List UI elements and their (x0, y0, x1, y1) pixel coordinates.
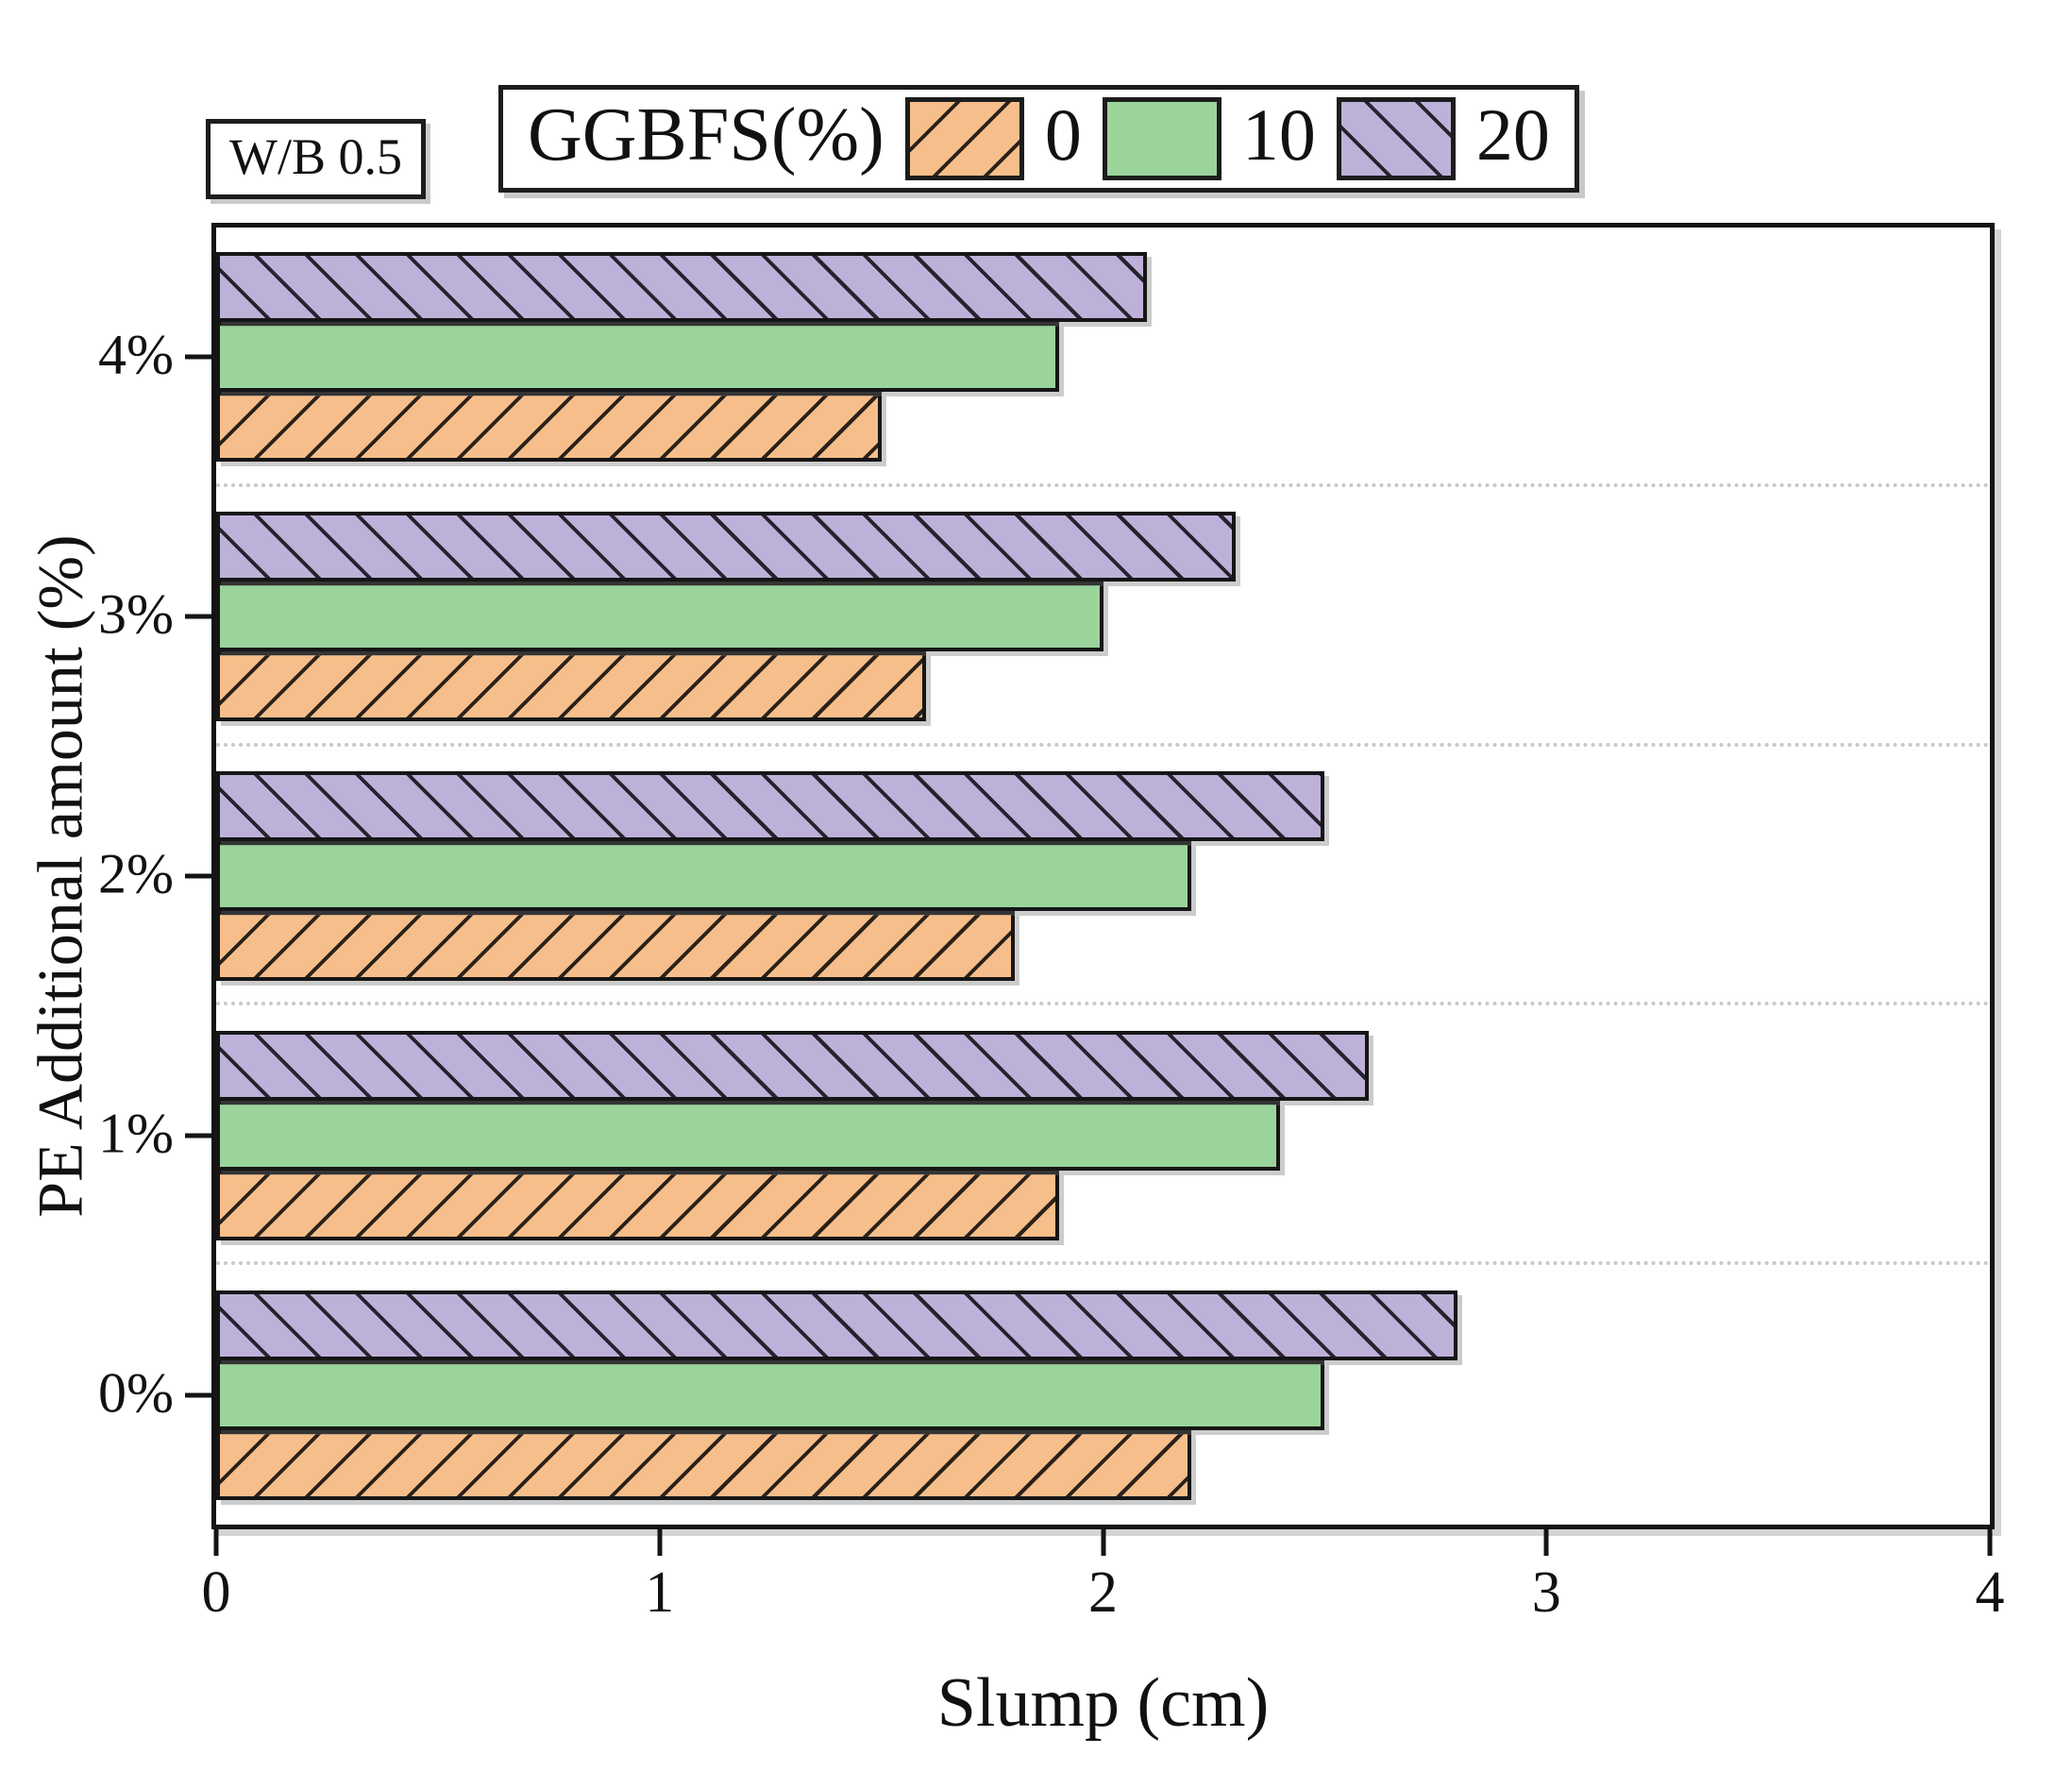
bar-pe3pct-ggbfs0 (216, 651, 926, 722)
bar-pe4pct-ggbfs0 (216, 392, 882, 463)
legend-label-ggbfs-0: 0 (1044, 93, 1082, 176)
legend-swatch-ggbfs-20 (1336, 97, 1456, 180)
y-tick-label: 3% (98, 582, 174, 646)
x-axis-ticks: 0 1 2 3 4 (202, 1529, 2005, 1633)
bar-pe2pct-ggbfs0 (216, 911, 1015, 981)
bar-pe3pct-ggbfs10 (216, 582, 1103, 652)
group-separator-gridline (216, 742, 1990, 747)
bar-pe2pct-ggbfs10 (216, 841, 1192, 911)
x-tick-mark (657, 1529, 663, 1556)
y-tick-label: 0% (98, 1361, 174, 1425)
group-separator-gridline (216, 1002, 1990, 1006)
legend-swatch-ggbfs-0 (904, 97, 1024, 180)
y-tick-mark (185, 614, 211, 619)
x-tick-label: 4 (1975, 1560, 2005, 1625)
plot-area (216, 228, 1990, 1525)
y-tick-label: 1% (98, 1102, 174, 1165)
bar-pe4pct-ggbfs10 (216, 322, 1059, 393)
bar-pe1pct-ggbfs0 (216, 1170, 1059, 1240)
bar-pe1pct-ggbfs20 (216, 1030, 1370, 1101)
y-tick-mark (185, 1392, 211, 1398)
legend: GGBFS(%) 0 10 20 (498, 85, 1579, 193)
x-tick-mark (1101, 1529, 1105, 1556)
y-tick-mark (185, 873, 211, 879)
x-tick-mark (1987, 1529, 1993, 1556)
y-tick-label: 4% (98, 323, 174, 386)
x-tick-label: 2 (1088, 1560, 1118, 1625)
bar-pe0pct-ggbfs10 (216, 1359, 1325, 1430)
wb-ratio-annotation-text: W/B 0.5 (229, 128, 402, 185)
x-tick-label: 1 (645, 1560, 675, 1625)
y-axis-ticks: 0% 1% 2% 3% 4% (0, 228, 211, 1525)
x-tick-label: 3 (1531, 1560, 1561, 1625)
plot-frame (211, 223, 1995, 1529)
bar-pe4pct-ggbfs20 (216, 252, 1148, 323)
bar-pe0pct-ggbfs20 (216, 1290, 1458, 1360)
group-separator-gridline (216, 1261, 1990, 1266)
x-tick-mark (1543, 1529, 1549, 1556)
bar-pe0pct-ggbfs0 (216, 1429, 1192, 1500)
x-axis-title: Slump (cm) (936, 1664, 1270, 1742)
legend-label-ggbfs-10: 10 (1241, 93, 1316, 176)
x-tick-label: 0 (201, 1560, 231, 1625)
legend-title: GGBFS(%) (528, 93, 884, 177)
legend-swatch-ggbfs-10 (1102, 97, 1221, 180)
group-separator-gridline (216, 482, 1990, 487)
legend-label-ggbfs-20: 20 (1475, 93, 1550, 176)
y-tick-mark (185, 1133, 211, 1138)
wb-ratio-annotation-box: W/B 0.5 (206, 119, 426, 200)
x-tick-mark (213, 1529, 219, 1556)
y-tick-mark (185, 354, 211, 360)
y-axis-title: PE Additional amount (%) (24, 534, 96, 1218)
bar-pe1pct-ggbfs10 (216, 1100, 1281, 1171)
bar-pe3pct-ggbfs20 (216, 512, 1237, 582)
bar-pe2pct-ggbfs20 (216, 771, 1325, 841)
y-tick-label: 2% (98, 842, 174, 905)
